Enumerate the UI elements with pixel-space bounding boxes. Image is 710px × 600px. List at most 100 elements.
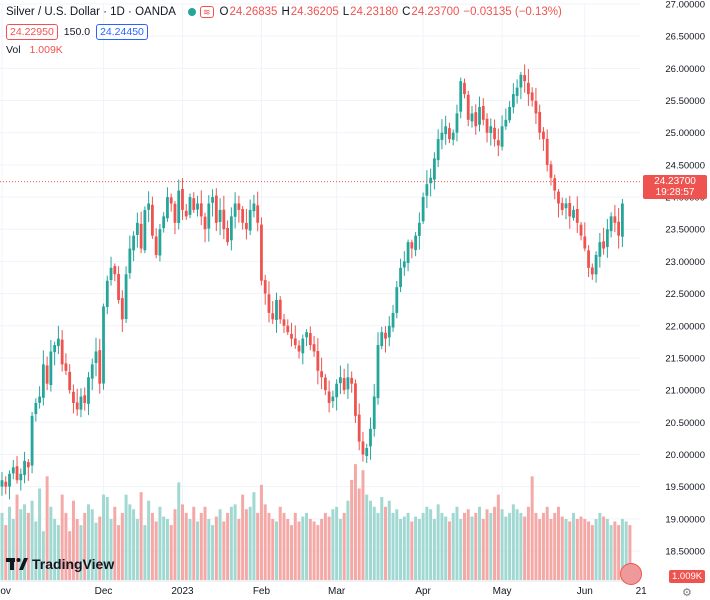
candle-body [350, 377, 354, 384]
candle-body [169, 197, 173, 204]
tradingview-logo[interactable]: TradingView [6, 556, 114, 572]
volume-bar [459, 519, 463, 580]
volume-bar [583, 519, 587, 580]
volume-bar [150, 512, 154, 580]
candle-body [248, 209, 252, 231]
candle-body [331, 396, 335, 402]
candle-body [260, 224, 263, 281]
candle-body [500, 126, 504, 147]
ohlc-change: −0.03135 (−0.13%) [463, 6, 562, 18]
candle-body [34, 402, 38, 415]
candle-body [252, 203, 256, 212]
sell-button[interactable]: 24.22950 [6, 24, 58, 40]
ohlc-close-label: C [402, 6, 411, 18]
volume-bar [139, 492, 143, 580]
candle-body [83, 395, 87, 403]
candle-body [105, 280, 109, 308]
y-tick-label: 23.50000 [665, 225, 705, 236]
volume-bar [549, 519, 553, 580]
candle-body [30, 415, 34, 466]
candle-body [214, 195, 218, 223]
buy-button[interactable]: 24.24450 [96, 24, 148, 40]
volume-bar [346, 500, 350, 580]
candle-body [602, 241, 605, 249]
volume-bar [143, 525, 147, 580]
volume-bar [8, 506, 12, 580]
volume-bar [158, 506, 162, 580]
candle-body [188, 197, 192, 215]
volume-bar [496, 494, 500, 580]
y-tick-label: 21.50000 [665, 353, 705, 364]
volume-bar [290, 525, 294, 580]
volume-bar [211, 525, 215, 580]
candle-body [380, 332, 384, 347]
volume-bar [203, 506, 207, 580]
candle-body [365, 448, 369, 457]
candle-body [26, 462, 30, 468]
volume-bar [331, 509, 335, 580]
candle-body [275, 300, 278, 320]
candle-body [87, 377, 90, 404]
volume-bar [135, 519, 139, 580]
volume-bar [342, 512, 346, 580]
candle-body [508, 106, 511, 121]
candle-body [433, 158, 436, 180]
volume-bar [478, 506, 482, 580]
candle-body [504, 119, 508, 127]
candle-body [572, 209, 575, 218]
volume-bar [102, 494, 106, 580]
symbol-title[interactable]: Silver / U.S. Dollar · 1D · OANDA [6, 6, 176, 18]
candle-body [79, 396, 83, 410]
candle-body [267, 294, 271, 313]
volume-bar [357, 488, 361, 580]
volume-bar [128, 504, 132, 580]
volume-bar [538, 519, 542, 580]
y-tick-label: 23.00000 [665, 257, 705, 268]
volume-bar [444, 516, 448, 580]
volume-bar [406, 512, 410, 580]
candle-body [117, 273, 120, 301]
candle-body [372, 396, 376, 429]
y-tick-label: 20.50000 [665, 418, 705, 429]
candle-body [293, 338, 297, 346]
gear-icon[interactable]: ⚙ [682, 587, 692, 599]
volume-bar [617, 525, 621, 580]
candle-body [455, 113, 459, 133]
volume-bar [248, 506, 252, 580]
volume-bar [177, 482, 181, 580]
volume-bar [64, 512, 68, 580]
live-indicator-icon[interactable] [620, 563, 642, 585]
spread-value: 150.0 [63, 26, 91, 38]
candle-body [135, 222, 139, 235]
candle-body [579, 224, 583, 236]
candle-body [263, 280, 267, 294]
volume-bar [154, 521, 158, 580]
candle-body [207, 203, 211, 229]
candle-body [192, 198, 196, 210]
volume-bar [590, 525, 594, 580]
volume-bar [162, 516, 166, 580]
candle-body [598, 242, 602, 257]
volume-bar [229, 506, 233, 580]
candle-body [151, 204, 154, 236]
volume-tag: 1.009K [669, 570, 706, 583]
candle-body [158, 229, 162, 256]
volume-bar [312, 521, 316, 580]
volume-bar [113, 506, 117, 580]
volume-bar [387, 500, 391, 580]
candle-body [414, 235, 417, 251]
volume-bar [402, 516, 406, 580]
candle-body [346, 377, 350, 390]
candle-body [4, 481, 8, 487]
volume-bar [474, 512, 478, 580]
volume-bar [493, 506, 497, 580]
candle-body [534, 100, 538, 114]
candle-body [124, 274, 128, 319]
candle-body [609, 216, 613, 232]
candle-body [387, 325, 391, 338]
volume-bar [455, 506, 459, 580]
candle-body [199, 203, 203, 217]
candle-body [68, 371, 72, 391]
volume-bar [38, 488, 42, 580]
